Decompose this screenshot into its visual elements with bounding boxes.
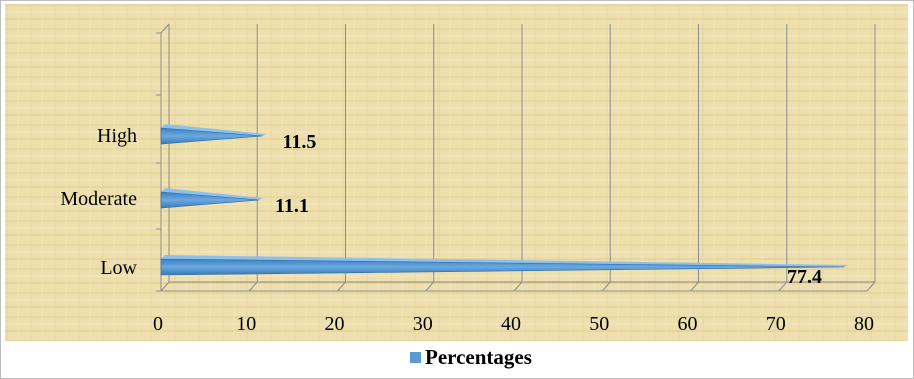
- floor-gridline-7: [778, 281, 788, 292]
- category-label-moderate: Moderate: [60, 188, 137, 210]
- floor-gridline-1: [248, 281, 258, 292]
- x-tick-label-10: 10: [236, 313, 256, 335]
- floor-gridline-6: [690, 281, 699, 292]
- legend-swatch: [410, 352, 421, 363]
- data-label-low: 77.4: [787, 266, 822, 288]
- plot-background: [5, 4, 908, 341]
- bar-front-face-moderate: [160, 191, 259, 209]
- bar-front-face-low: [160, 258, 845, 276]
- x-tick-label-50: 50: [589, 313, 609, 335]
- floor-gridline-2: [337, 281, 346, 292]
- x-tick-label-60: 60: [678, 313, 698, 335]
- x-tick-label-80: 80: [854, 313, 874, 335]
- bar-front-face-high: [160, 127, 263, 145]
- x-tick-label-30: 30: [413, 313, 433, 335]
- floor-gridline-8: [866, 281, 876, 292]
- floor-gridline-3: [425, 281, 435, 292]
- gridlines: [156, 23, 876, 292]
- category-label-low: Low: [100, 257, 137, 279]
- x-tick-label-40: 40: [501, 313, 521, 335]
- floor-gridline-4: [513, 281, 523, 292]
- x-tick-label-0: 0: [153, 313, 163, 335]
- data-label-high: 11.5: [282, 131, 316, 153]
- bar-top-face-moderate: [161, 188, 263, 200]
- x-tick-label-20: 20: [325, 313, 345, 335]
- category-labels: Low Moderate High: [60, 125, 137, 279]
- category-label-high: High: [97, 125, 137, 147]
- bar-moderate: [160, 188, 263, 209]
- data-labels: 77.4 11.1 11.5: [275, 131, 822, 288]
- data-label-moderate: 11.1: [275, 195, 309, 217]
- bar-top-face-low: [161, 255, 849, 267]
- floor-gridline-5: [601, 281, 611, 292]
- legend: Percentages: [410, 345, 532, 369]
- floor-gridline-0: [160, 281, 170, 292]
- bar-top-face-high: [161, 124, 267, 136]
- legend-label: Percentages: [425, 345, 532, 369]
- bar-low: [160, 255, 849, 276]
- bars: [160, 124, 849, 276]
- x-tick-labels: 0 10 20 30 40 50 60 70 80: [153, 313, 874, 335]
- axis-top-edge: [160, 23, 170, 34]
- bar-high: [160, 124, 267, 145]
- x-tick-label-70: 70: [766, 313, 786, 335]
